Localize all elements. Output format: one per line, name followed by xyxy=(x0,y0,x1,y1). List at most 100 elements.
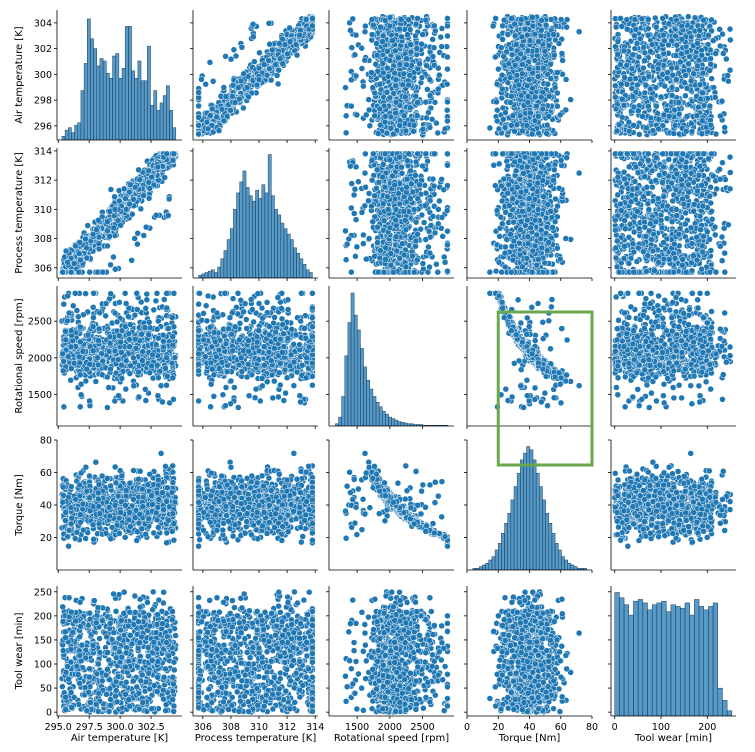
scatter-point xyxy=(434,129,442,137)
scatter-point xyxy=(406,104,414,112)
scatter-point xyxy=(410,122,418,129)
scatter-point xyxy=(395,54,402,62)
scatter-point xyxy=(361,56,369,64)
scatter-point xyxy=(683,113,691,120)
scatter-point xyxy=(634,81,641,89)
scatter-point xyxy=(645,102,652,110)
scatter-point xyxy=(383,89,391,96)
scatter-point xyxy=(397,16,405,23)
scatter-point xyxy=(641,89,649,97)
scatter-point xyxy=(423,62,430,69)
hist-bar xyxy=(172,127,177,140)
pairplot-cells: 2962983003023043063083103123141500200025… xyxy=(28,10,736,733)
scatter-point xyxy=(232,52,240,60)
scatter-point xyxy=(721,124,728,131)
scatter-point xyxy=(661,37,668,45)
scatter-point xyxy=(618,23,626,30)
scatter-point xyxy=(626,75,634,83)
scatter-point xyxy=(629,51,637,59)
scatter-point xyxy=(524,93,532,100)
hist-bar xyxy=(71,132,75,140)
hist-bar xyxy=(207,270,212,278)
scatter-point xyxy=(531,93,539,101)
scatter-point xyxy=(712,50,719,57)
scatter-point xyxy=(230,46,238,54)
scatter-point xyxy=(195,102,202,110)
scatter-point xyxy=(169,157,177,164)
scatter-point xyxy=(719,30,726,38)
scatter-point xyxy=(557,16,565,23)
scatter-point xyxy=(381,118,389,126)
scatter-point xyxy=(614,38,622,45)
hist-bar xyxy=(124,26,129,140)
scatter-point xyxy=(682,92,689,99)
scatter-point xyxy=(444,53,451,61)
scatter-point xyxy=(443,80,451,88)
hist-bar xyxy=(305,269,310,278)
scatter-point xyxy=(707,121,715,129)
scatter-point xyxy=(391,69,398,77)
scatter-point xyxy=(136,176,144,183)
scatter-point xyxy=(223,113,231,120)
scatter-point xyxy=(292,41,300,48)
scatter-point xyxy=(665,20,673,27)
scatter-point xyxy=(348,204,355,212)
scatter-point xyxy=(229,93,236,100)
scatter-point xyxy=(365,106,373,114)
scatter-point xyxy=(422,16,430,24)
scatter-point xyxy=(508,93,515,100)
scatter-point xyxy=(140,232,148,239)
scatter-point xyxy=(424,55,432,63)
scatter-point xyxy=(726,66,734,74)
scatter-point xyxy=(284,50,291,58)
scatter-point xyxy=(265,20,273,27)
scatter-point xyxy=(631,16,639,23)
scatter-point xyxy=(83,244,90,252)
scatter-point xyxy=(412,32,419,40)
scatter-point xyxy=(64,259,71,266)
scatter-point xyxy=(562,106,570,114)
cell-0-2 xyxy=(326,10,454,143)
scatter-point xyxy=(410,128,417,135)
scatter-point xyxy=(203,118,211,126)
scatter-point xyxy=(70,260,78,267)
scatter-point xyxy=(412,20,420,28)
scatter-point xyxy=(309,22,316,30)
scatter-point xyxy=(170,150,178,158)
scatter-point xyxy=(700,16,707,24)
scatter-point xyxy=(444,117,451,125)
scatter-point xyxy=(268,46,276,54)
scatter-point xyxy=(677,58,684,66)
scatter-point xyxy=(687,77,695,85)
scatter-point xyxy=(154,163,162,171)
hist-bar xyxy=(280,222,285,278)
scatter-point xyxy=(683,48,691,56)
scatter-point xyxy=(563,23,570,31)
scatter-point xyxy=(362,22,369,30)
scatter-point xyxy=(670,130,678,137)
scatter-point xyxy=(249,20,257,28)
scatter-point xyxy=(204,125,212,133)
scatter-point xyxy=(623,16,631,23)
hist-bar xyxy=(245,187,250,278)
cell-marks-0-3 xyxy=(486,13,583,139)
hist-bar xyxy=(223,250,228,278)
scatter-point xyxy=(396,122,403,129)
scatter-point xyxy=(361,169,369,177)
scatter-point xyxy=(620,102,628,109)
scatter-point xyxy=(386,94,394,102)
scatter-point xyxy=(654,65,662,73)
scatter-point xyxy=(665,113,673,120)
scatter-point xyxy=(392,82,399,90)
scatter-point xyxy=(412,93,419,100)
hist-bar xyxy=(236,192,240,278)
scatter-point xyxy=(511,128,518,135)
scatter-point xyxy=(517,50,524,58)
hist-bar xyxy=(74,124,79,140)
scatter-point xyxy=(673,76,680,83)
scatter-point xyxy=(111,193,118,200)
scatter-point xyxy=(389,37,396,44)
scatter-point xyxy=(528,130,536,138)
scatter-point xyxy=(251,58,258,65)
scatter-point xyxy=(663,75,671,82)
